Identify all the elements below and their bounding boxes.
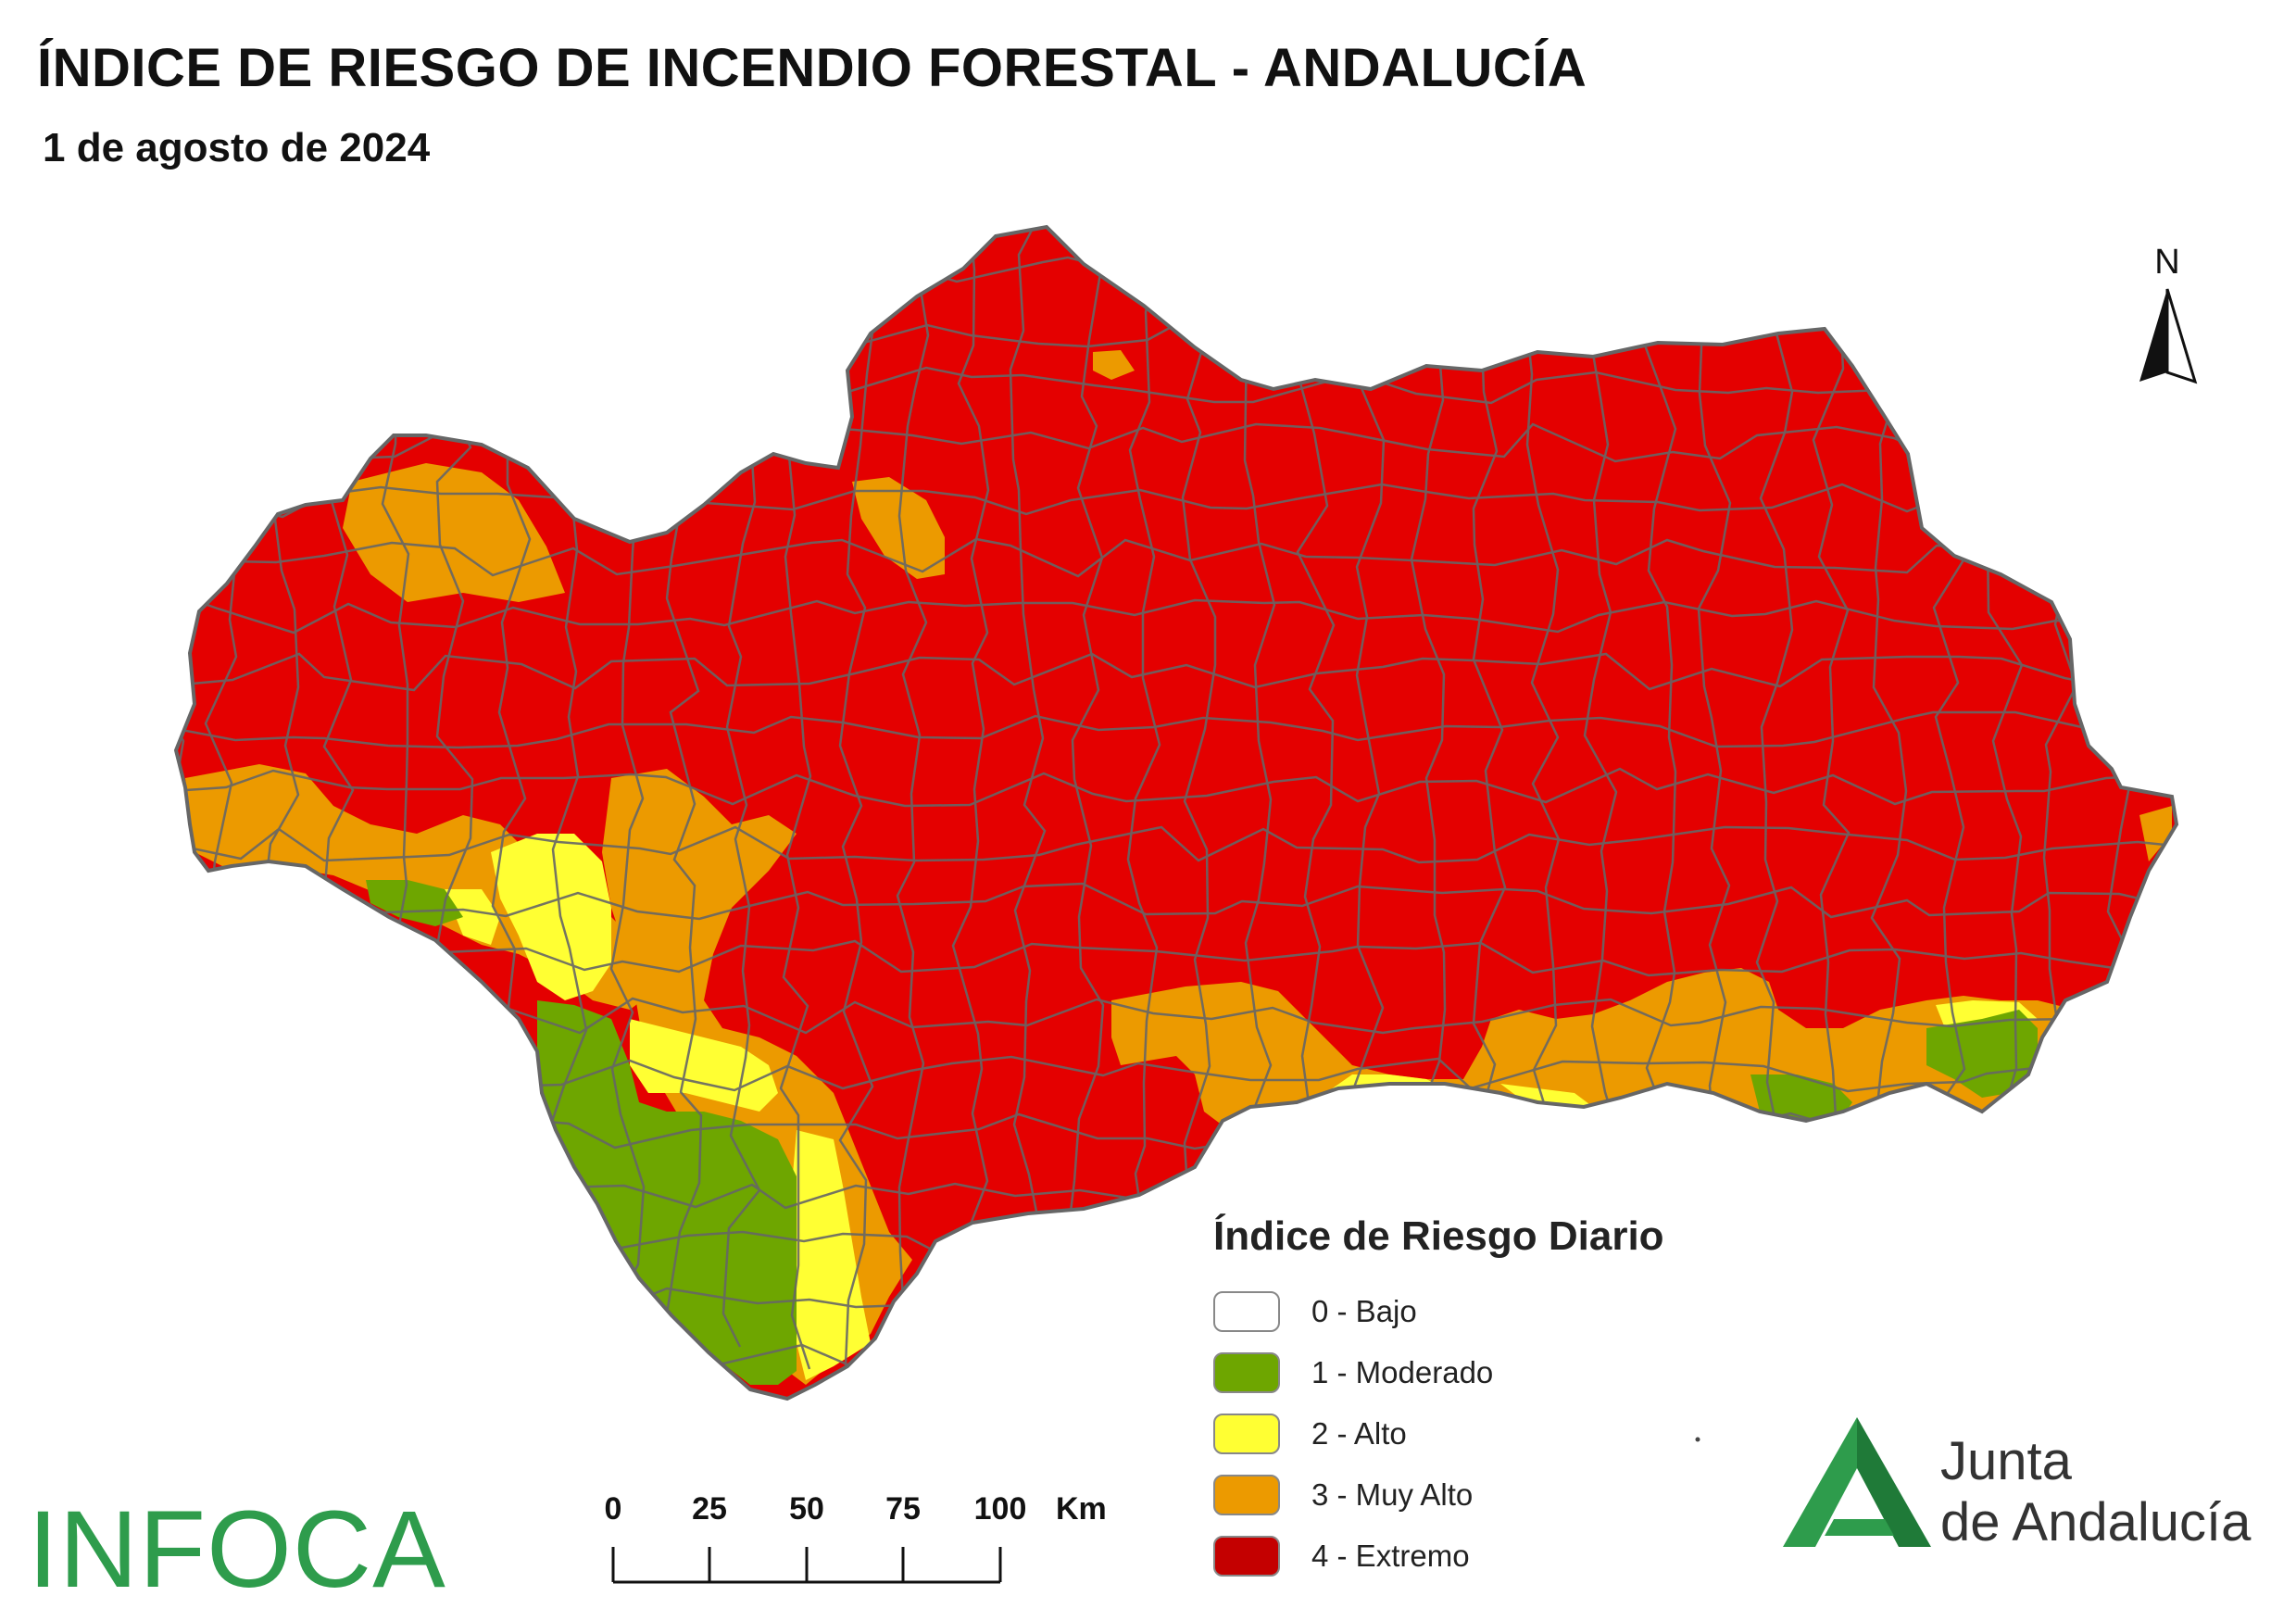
scale-bar-lines (611, 1547, 1002, 1584)
legend-swatch (1213, 1352, 1280, 1393)
legend: Índice de Riesgo Diario 0 - Bajo 1 - Mod… (1213, 1213, 1732, 1593)
map-title: ÍNDICE DE RIESGO DE INCENDIO FORESTAL - … (37, 38, 1587, 98)
scale-tick-100: 100 (973, 1491, 1027, 1527)
scale-unit: Km (1056, 1491, 1107, 1527)
junta-line1: Junta (1940, 1431, 2072, 1491)
legend-swatch (1213, 1475, 1280, 1515)
legend-item-muy-alto: 3 - Muy Alto (1213, 1471, 1732, 1519)
scale-tick-75: 75 (885, 1491, 921, 1527)
legend-item-bajo: 0 - Bajo (1213, 1288, 1732, 1336)
scale-tick-25: 25 (692, 1491, 727, 1527)
legend-label: 0 - Bajo (1311, 1294, 1417, 1328)
junta-andalucia-logo: Junta de Andalucía (1783, 1417, 2265, 1565)
legend-item-extremo: 4 - Extremo (1213, 1532, 1732, 1580)
infoca-logo: INFOCA (28, 1489, 446, 1611)
map-date: 1 de agosto de 2024 (43, 125, 431, 170)
legend-item-moderado: 1 - Moderado (1213, 1349, 1732, 1397)
north-label: N (2154, 243, 2180, 282)
scale-tick-0: 0 (604, 1491, 622, 1527)
legend-title: Índice de Riesgo Diario (1213, 1213, 1664, 1259)
legend-swatch (1213, 1414, 1280, 1454)
north-arrow: N (2130, 243, 2204, 391)
legend-label: 1 - Moderado (1311, 1355, 1494, 1389)
scale-tick-50: 50 (789, 1491, 824, 1527)
legend-item-alto: 2 - Alto (1213, 1410, 1732, 1458)
scale-bar: 0 25 50 75 100 Km (593, 1491, 1148, 1602)
junta-line2: de Andalucía (1940, 1492, 2252, 1552)
north-arrow-icon (2139, 288, 2198, 384)
legend-swatch (1213, 1291, 1280, 1332)
legend-label: 4 - Extremo (1311, 1539, 1470, 1573)
legend-label: 2 - Alto (1311, 1416, 1407, 1451)
legend-label: 3 - Muy Alto (1311, 1477, 1474, 1512)
legend-swatch (1213, 1536, 1280, 1577)
junta-emblem-icon (1783, 1417, 1931, 1547)
